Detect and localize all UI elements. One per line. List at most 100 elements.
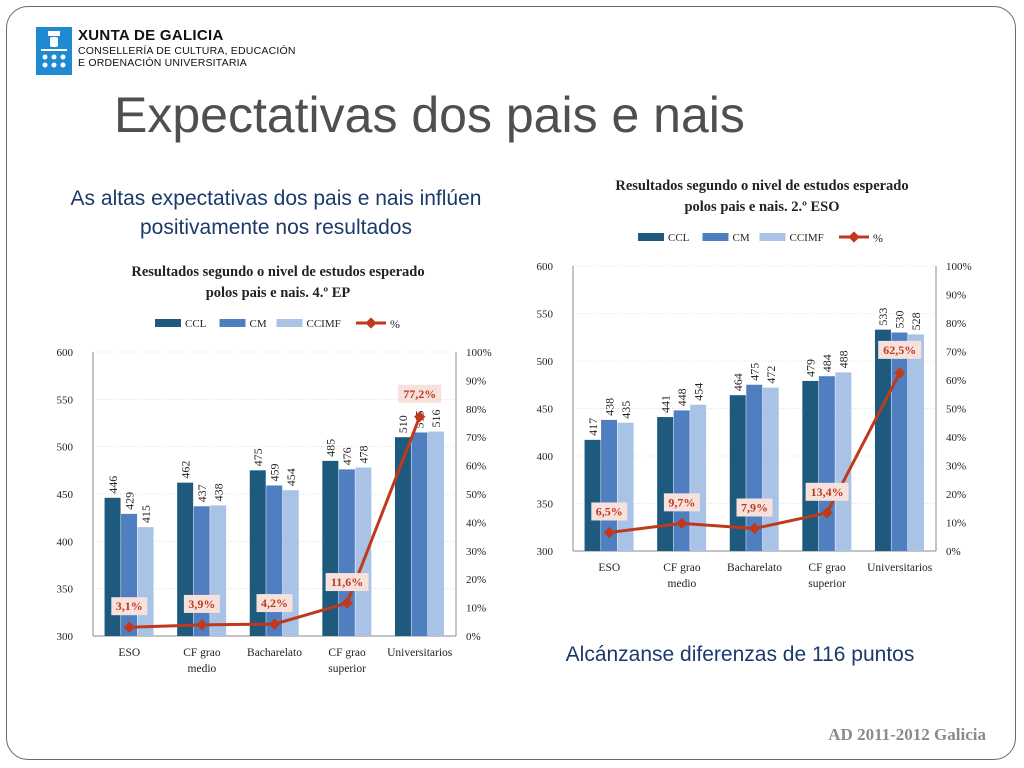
legend-swatch-ccimf (759, 233, 786, 241)
legend-label-ccl: CCL (668, 232, 690, 244)
chart-title-line1: Resultados segundo o nivel de estudos es… (131, 264, 424, 280)
bar-ccl (584, 439, 601, 551)
chart-title-line2: polos pais e nais. 4.º EP (206, 285, 351, 301)
pct-point (603, 526, 615, 539)
data-label-cm: 438 (602, 398, 616, 416)
y2-tick-label: 90% (946, 290, 966, 302)
x-tick-label: CF grao (663, 562, 701, 574)
y2-tick-label: 10% (946, 518, 966, 530)
data-label-ccl: 485 (324, 439, 338, 457)
y2-tick-label: 0% (946, 546, 961, 558)
pct-data-label: 3,9% (188, 597, 215, 611)
data-label-cm: 459 (268, 463, 282, 481)
pct-label-bg (878, 340, 922, 359)
pct-label-bg (805, 482, 849, 501)
bar-ccl (394, 437, 411, 636)
legend-swatch-ccimf (276, 319, 303, 327)
y-tick-label: 500 (57, 442, 74, 454)
y-tick-label: 550 (57, 394, 74, 406)
x-tick-label: Bacharelato (247, 647, 302, 659)
y2-tick-label: 100% (466, 347, 492, 359)
data-label-cm: 429 (122, 492, 136, 510)
data-label-ccl: 533 (876, 308, 890, 326)
x-tick-label: medio (668, 578, 697, 590)
y2-tick-label: 0% (466, 631, 481, 643)
pct-data-label: 13,4% (811, 485, 844, 499)
y2-tick-label: 90% (466, 375, 486, 387)
y-tick-label: 300 (537, 546, 554, 558)
y2-tick-label: 80% (946, 318, 966, 330)
pct-data-label: 77,2% (403, 387, 436, 401)
data-label-ccimf: 472 (764, 366, 778, 384)
legend-swatch-cm (702, 233, 729, 241)
pct-label-bg (111, 597, 148, 616)
pct-data-label: 4,2% (261, 596, 288, 610)
pct-point (196, 619, 208, 631)
data-label-cm: 437 (195, 484, 209, 502)
subtitle-right: Alcánzanse diferenzas de 116 puntos (565, 643, 915, 666)
x-tick-label: ESO (598, 562, 620, 574)
data-label-ccimf: 454 (284, 468, 298, 486)
xunta-logo (36, 27, 72, 75)
data-label-ccimf: 516 (429, 410, 443, 428)
pct-point (748, 522, 761, 535)
y-tick-label: 400 (537, 451, 554, 463)
chart-title-line2: polos pais e nais. 2.º ESO (684, 199, 839, 215)
legend-marker-pct (365, 317, 377, 329)
y2-tick-label: 70% (466, 432, 486, 444)
bar-ccl (322, 460, 339, 636)
y2-tick-label: 70% (946, 347, 966, 359)
y2-tick-label: 20% (946, 489, 966, 501)
bar-cm (891, 332, 908, 551)
x-tick-label: Bacharelato (727, 562, 782, 574)
bar-cm (673, 410, 690, 551)
x-tick-label: superior (328, 663, 366, 675)
pct-point (821, 507, 833, 519)
pct-data-label: 11,6% (331, 575, 363, 589)
pct-data-label: 3,1% (116, 599, 143, 613)
data-label-cm: 484 (820, 354, 834, 372)
x-tick-label: ESO (118, 647, 140, 659)
y2-tick-label: 20% (466, 574, 486, 586)
x-tick-label: superior (808, 578, 846, 590)
organization-name: XUNTA DE GALICIA CONSELLERÍA DE CULTURA,… (78, 27, 296, 69)
y2-tick-label: 40% (466, 517, 486, 529)
y-tick-label: 500 (537, 356, 554, 368)
bar-ccimf (355, 467, 372, 636)
y2-tick-label: 10% (466, 603, 486, 615)
y2-tick-label: 30% (946, 461, 966, 473)
bar-ccimf (907, 334, 924, 551)
bar-ccimf (427, 431, 444, 636)
legend-label-ccl: CCL (185, 318, 207, 330)
org-line-2: CONSELLERÍA DE CULTURA, EDUCACIÓN (78, 45, 296, 57)
legend-label-ccimf: CCIMF (307, 318, 341, 330)
data-label-ccl: 417 (586, 418, 600, 436)
legend-marker-pct (848, 231, 860, 243)
y-tick-label: 400 (57, 536, 74, 548)
pct-data-label: 9,7% (668, 495, 695, 509)
data-label-ccimf: 438 (211, 483, 225, 501)
subtitle-left: As altas expectativas dos pais e nais in… (70, 187, 482, 239)
data-label-ccl: 479 (804, 359, 818, 377)
legend-label-pct: % (873, 231, 883, 245)
pct-point (676, 517, 688, 530)
data-label-ccimf: 454 (691, 383, 705, 401)
y2-tick-label: 40% (946, 432, 966, 444)
data-label-ccimf: 415 (139, 505, 153, 523)
bar-ccimf (690, 404, 707, 551)
y-tick-label: 450 (57, 489, 74, 501)
data-label-ccimf: 528 (909, 312, 923, 330)
pct-label-bg (325, 573, 369, 592)
legend-label-cm: CM (733, 232, 750, 244)
legend-swatch-cm (219, 319, 246, 327)
legend-swatch-ccl (638, 233, 664, 241)
x-tick-label: Universitarios (867, 562, 933, 574)
org-line-1: XUNTA DE GALICIA (78, 27, 224, 44)
y-tick-label: 600 (57, 347, 74, 359)
data-label-cm: 530 (893, 311, 907, 329)
pct-data-label: 7,9% (741, 500, 768, 514)
data-label-cm: 448 (675, 388, 689, 406)
y2-tick-label: 100% (946, 261, 972, 273)
pct-label-bg (398, 384, 442, 403)
data-label-cm: 475 (748, 363, 762, 381)
